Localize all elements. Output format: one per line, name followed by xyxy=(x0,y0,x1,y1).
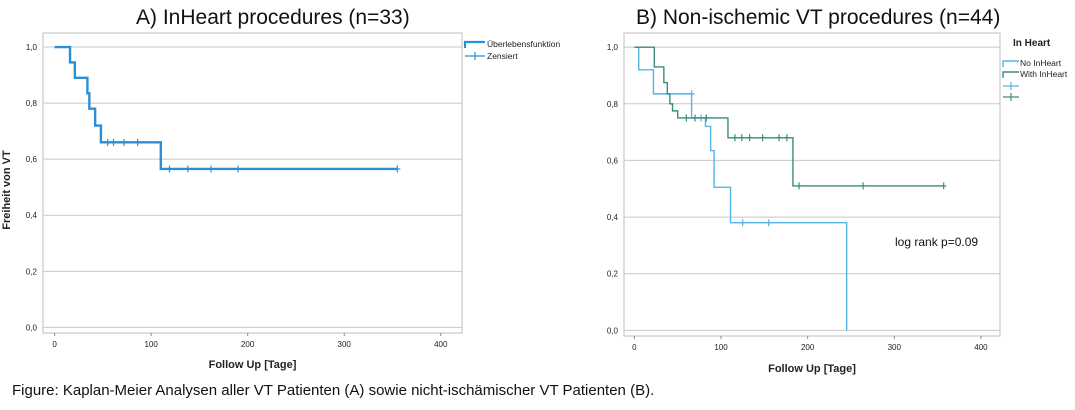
censor-mark xyxy=(703,114,710,122)
chart-b: 0,0 0,2 0,4 0,6 0,8 1,0 0 100 200 300 400 Follow Up… xyxy=(607,32,1068,375)
censor-mark xyxy=(860,182,867,190)
legend-censor-swatch xyxy=(1003,82,1019,90)
x-tick-label: 400 xyxy=(974,343,988,352)
censor-mark xyxy=(759,134,766,142)
x-tick-label: 0 xyxy=(632,343,637,352)
x-tick-label: 0 xyxy=(52,340,57,349)
plot-frame xyxy=(623,32,1001,337)
figure-caption: Figure: Kaplan-Meier Analysen aller VT P… xyxy=(12,382,655,399)
y-tick-label: 1,0 xyxy=(607,43,619,52)
censor-mark xyxy=(184,165,191,173)
censor-mark xyxy=(783,134,790,142)
legend-censor-swatch xyxy=(1003,93,1019,101)
censor-mark xyxy=(776,134,783,142)
x-axis-title: Follow Up [Tage] xyxy=(768,363,856,375)
x-tick-label: 100 xyxy=(144,340,158,349)
censor-mark xyxy=(166,165,173,173)
legend-line-swatch xyxy=(1002,71,1019,78)
censor-mark xyxy=(692,114,699,122)
censor-mark xyxy=(683,114,690,122)
y-tick-label: 1,0 xyxy=(26,43,38,52)
x-tick-label: 200 xyxy=(801,343,815,352)
plot-frame xyxy=(42,32,463,334)
x-tick-label: 200 xyxy=(241,340,255,349)
y-tick-label: 0,4 xyxy=(607,213,619,222)
censor-mark xyxy=(110,138,117,146)
y-tick-label: 0,0 xyxy=(607,326,619,335)
legend-label: With InHeart xyxy=(1020,69,1068,79)
legend-line-swatch xyxy=(1002,60,1019,67)
censor-mark xyxy=(765,219,772,227)
x-tick-label: 300 xyxy=(338,340,352,349)
legend-censor-swatch xyxy=(465,52,485,60)
censor-mark xyxy=(104,138,111,146)
y-tick-label: 0,0 xyxy=(26,323,38,332)
chart-a-title: A) InHeart procedures (n=33) xyxy=(136,6,410,29)
censor-mark xyxy=(739,219,746,227)
censor-mark xyxy=(796,182,803,190)
censor-mark xyxy=(688,90,695,98)
y-tick-label: 0,2 xyxy=(607,270,619,279)
censor-mark xyxy=(738,134,745,142)
survival-curve xyxy=(54,45,398,171)
y-tick-label: 0,2 xyxy=(26,267,38,276)
x-tick-label: 400 xyxy=(434,340,448,349)
chart-a: 0,0 0,2 0,4 0,6 0,8 1,0 0 100 200 300 400 Follow Up… xyxy=(1,32,561,371)
y-tick-label: 0,8 xyxy=(607,100,619,109)
log-rank-annotation: log rank p=0.09 xyxy=(895,235,978,249)
x-tick-label: 100 xyxy=(714,343,728,352)
censor-mark xyxy=(134,138,141,146)
legend-label: Überlebensfunktion xyxy=(487,39,561,49)
censor-mark xyxy=(394,165,401,173)
censor-mark xyxy=(746,134,753,142)
legend-line-swatch xyxy=(463,40,485,48)
censor-mark xyxy=(121,138,128,146)
y-tick-label: 0,4 xyxy=(26,211,38,220)
censor-mark xyxy=(731,134,738,142)
y-tick-label: 0,6 xyxy=(607,156,619,165)
legend-title: In Heart xyxy=(1013,38,1051,49)
survival-curve xyxy=(634,46,944,187)
legend-label: No InHeart xyxy=(1020,58,1062,68)
y-axis-title: Freiheit von VT xyxy=(1,150,13,230)
y-tick-label: 0,6 xyxy=(26,155,38,164)
legend-label: Zensiert xyxy=(487,51,518,61)
x-tick-label: 300 xyxy=(888,343,902,352)
censor-mark xyxy=(235,165,242,173)
censor-mark xyxy=(940,182,947,190)
censor-mark xyxy=(207,165,214,173)
chart-b-title: B) Non-ischemic VT procedures (n=44) xyxy=(636,6,1001,29)
x-axis-title: Follow Up [Tage] xyxy=(209,359,297,371)
survival-curve xyxy=(634,46,848,331)
legend: Überlebensfunktion Zensiert xyxy=(463,39,561,61)
y-tick-label: 0,8 xyxy=(26,99,38,108)
